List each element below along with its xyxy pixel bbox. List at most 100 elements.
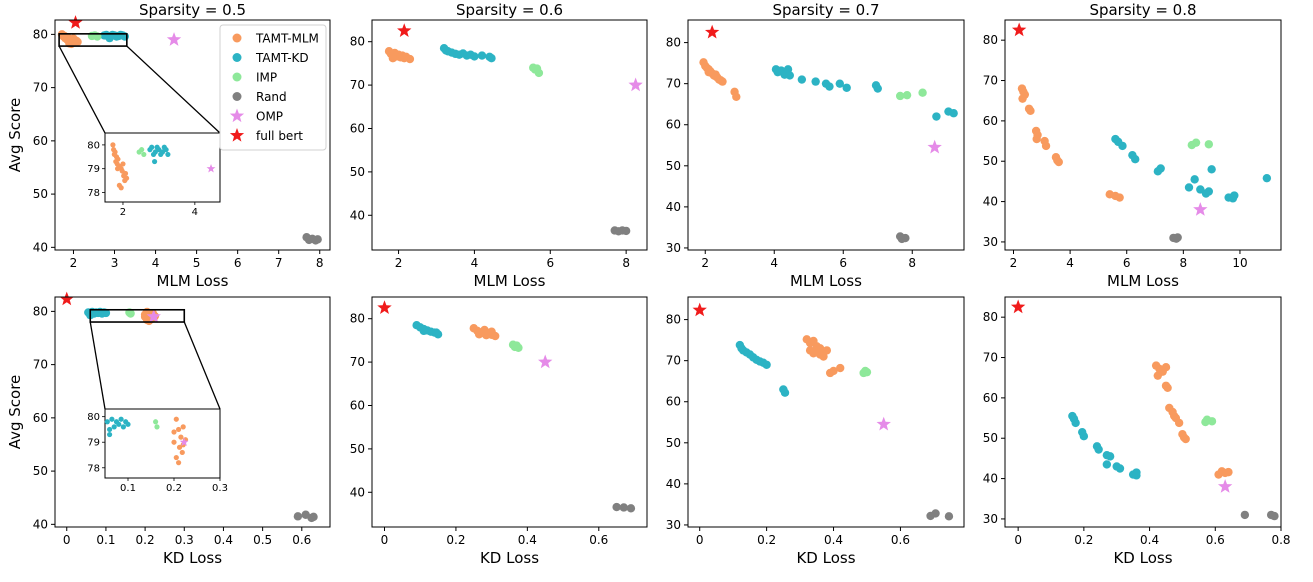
y-tick-label: 30 bbox=[983, 512, 998, 526]
y-tick-label: 80 bbox=[983, 33, 998, 47]
inset-point-imp-2 bbox=[141, 151, 147, 158]
legend-marker bbox=[229, 128, 245, 142]
point-tamt-mlm-5 bbox=[1163, 383, 1172, 392]
y-tick-label: 50 bbox=[983, 154, 998, 168]
legend-label: IMP bbox=[256, 71, 277, 85]
legend: TAMT-MLM TAMT-KD IMP Rand OMP full bert bbox=[219, 24, 327, 151]
point-tamt-mlm-11 bbox=[718, 77, 727, 86]
inset-point-tamt-mlm-9 bbox=[176, 460, 182, 466]
inset-point-tamt-mlm-3 bbox=[180, 424, 186, 430]
zoom-connector bbox=[58, 45, 106, 134]
inset-point-tamt-mlm-0 bbox=[110, 142, 116, 148]
inset-y-tick-label: 79 bbox=[87, 438, 100, 449]
axes-frame bbox=[54, 19, 331, 251]
point-tamt-kd-16 bbox=[1262, 173, 1272, 183]
data-points bbox=[1011, 22, 1272, 243]
y-tick-label: 80 bbox=[33, 304, 48, 318]
point-tamt-mlm-18 bbox=[1161, 363, 1171, 372]
panel-kd-0.7: 0 0.2 0.4 0.6 30 40 50 60 70 80 KD Loss bbox=[666, 296, 965, 567]
axes-frame bbox=[687, 296, 965, 528]
x-axis-label: MLM Loss bbox=[1107, 272, 1179, 290]
legend-marker bbox=[232, 33, 242, 43]
inset-point-tamt-mlm-7 bbox=[115, 156, 121, 162]
y-tick-label: 40 bbox=[666, 477, 681, 491]
y-tick-label: 80 bbox=[350, 312, 365, 326]
x-tick-label: 0.2 bbox=[136, 533, 155, 547]
legend-item-full-bert: full bert bbox=[229, 128, 303, 143]
y-tick-label: 80 bbox=[350, 35, 365, 49]
x-tick-label: 4 bbox=[1066, 256, 1074, 270]
x-tick-label: 0.2 bbox=[1074, 533, 1093, 547]
point-tamt-mlm-16 bbox=[1115, 193, 1124, 202]
x-tick-label: 2 bbox=[1010, 256, 1018, 270]
y-tick-label: 50 bbox=[33, 187, 48, 201]
legend-marker bbox=[232, 72, 242, 82]
x-tick-label: 3 bbox=[111, 256, 119, 270]
x-axis-label: KD Loss bbox=[1113, 549, 1172, 567]
inset-x-tick-label: 2 bbox=[120, 207, 126, 218]
x-axis-label: KD Loss bbox=[480, 549, 539, 567]
y-tick-label: 40 bbox=[350, 208, 365, 222]
y-tick-label: 70 bbox=[350, 355, 365, 369]
y-tick-label: 70 bbox=[666, 77, 681, 91]
y-tick-label: 60 bbox=[666, 395, 681, 409]
point-tamt-kd-7 bbox=[1184, 183, 1194, 192]
point-tamt-kd-5 bbox=[785, 71, 794, 80]
point-tamt-mlm-10 bbox=[140, 310, 150, 319]
inset-x-tick-label: 0.3 bbox=[212, 483, 228, 494]
point-imp-1 bbox=[902, 90, 912, 100]
x-axis-label: KD Loss bbox=[163, 549, 222, 567]
legend-item-omp: OMP bbox=[229, 108, 283, 124]
x-tick-label: 0.4 bbox=[518, 533, 537, 547]
legend-label: OMP bbox=[256, 110, 283, 124]
point-tamt-kd-9 bbox=[762, 360, 771, 369]
point-rand-0 bbox=[1240, 510, 1250, 520]
y-tick-label: 70 bbox=[33, 81, 48, 95]
x-tick-label: 0.5 bbox=[253, 533, 272, 547]
inset-point-tamt-kd-3 bbox=[111, 424, 117, 430]
x-tick-label: 0 bbox=[696, 533, 704, 547]
legend-item-imp: IMP bbox=[232, 71, 277, 85]
inset-point-tamt-mlm-17 bbox=[122, 170, 129, 177]
point-tamt-kd-7 bbox=[811, 77, 820, 86]
legend-item-tamt-kd: TAMT-KD bbox=[232, 51, 309, 65]
zoom-box bbox=[58, 33, 128, 47]
zoom-connector bbox=[126, 45, 221, 134]
panel-title: Sparsity = 0.6 bbox=[456, 1, 563, 19]
inset-x-tick-label: 0.2 bbox=[166, 483, 182, 494]
zoom-box bbox=[89, 308, 186, 323]
panel-kd-0.6: 0 0.2 0.4 0.6 40 50 60 70 80 KD Loss bbox=[350, 296, 648, 567]
x-tick-label: 5 bbox=[193, 256, 201, 270]
inset-point-tamt-mlm-6 bbox=[179, 449, 185, 456]
point-tamt-kd-4 bbox=[1131, 155, 1140, 164]
point-tamt-kd-8 bbox=[419, 326, 428, 336]
inset-point-tamt-mlm-14 bbox=[123, 175, 130, 181]
panel-title: Sparsity = 0.5 bbox=[139, 1, 246, 19]
point-tamt-kd-11 bbox=[842, 83, 851, 92]
x-tick-label: 0.6 bbox=[589, 533, 608, 547]
inset-point-tamt-kd-6 bbox=[118, 416, 124, 422]
x-tick-label: 6 bbox=[546, 256, 554, 270]
y-tick-label: 40 bbox=[33, 517, 48, 531]
x-tick-label: 2 bbox=[395, 256, 403, 270]
y-tick-label: 30 bbox=[666, 518, 681, 532]
inset-points bbox=[110, 142, 216, 191]
inset-y-tick-label: 80 bbox=[87, 412, 100, 423]
inset-point-imp-1 bbox=[139, 147, 145, 153]
data-points bbox=[699, 24, 958, 244]
point-tamt-mlm-5 bbox=[1026, 106, 1035, 115]
point-tamt-kd-6 bbox=[1156, 164, 1165, 173]
x-tick-label: 0 bbox=[63, 533, 71, 547]
inset-point-tamt-kd-2 bbox=[109, 416, 115, 422]
y-axis-label: Avg Score bbox=[6, 375, 24, 450]
y-tick-label: 80 bbox=[666, 36, 681, 50]
x-tick-label: 0.3 bbox=[175, 533, 194, 547]
point-omp-0 bbox=[628, 77, 643, 92]
x-axis-label: MLM Loss bbox=[474, 272, 546, 290]
axes-frame bbox=[54, 296, 331, 528]
point-tamt-mlm-10 bbox=[405, 54, 415, 64]
point-tamt-mlm-13 bbox=[1054, 157, 1063, 167]
point-tamt-kd-12 bbox=[487, 53, 496, 63]
inset-point-tamt-mlm-3 bbox=[112, 149, 118, 155]
